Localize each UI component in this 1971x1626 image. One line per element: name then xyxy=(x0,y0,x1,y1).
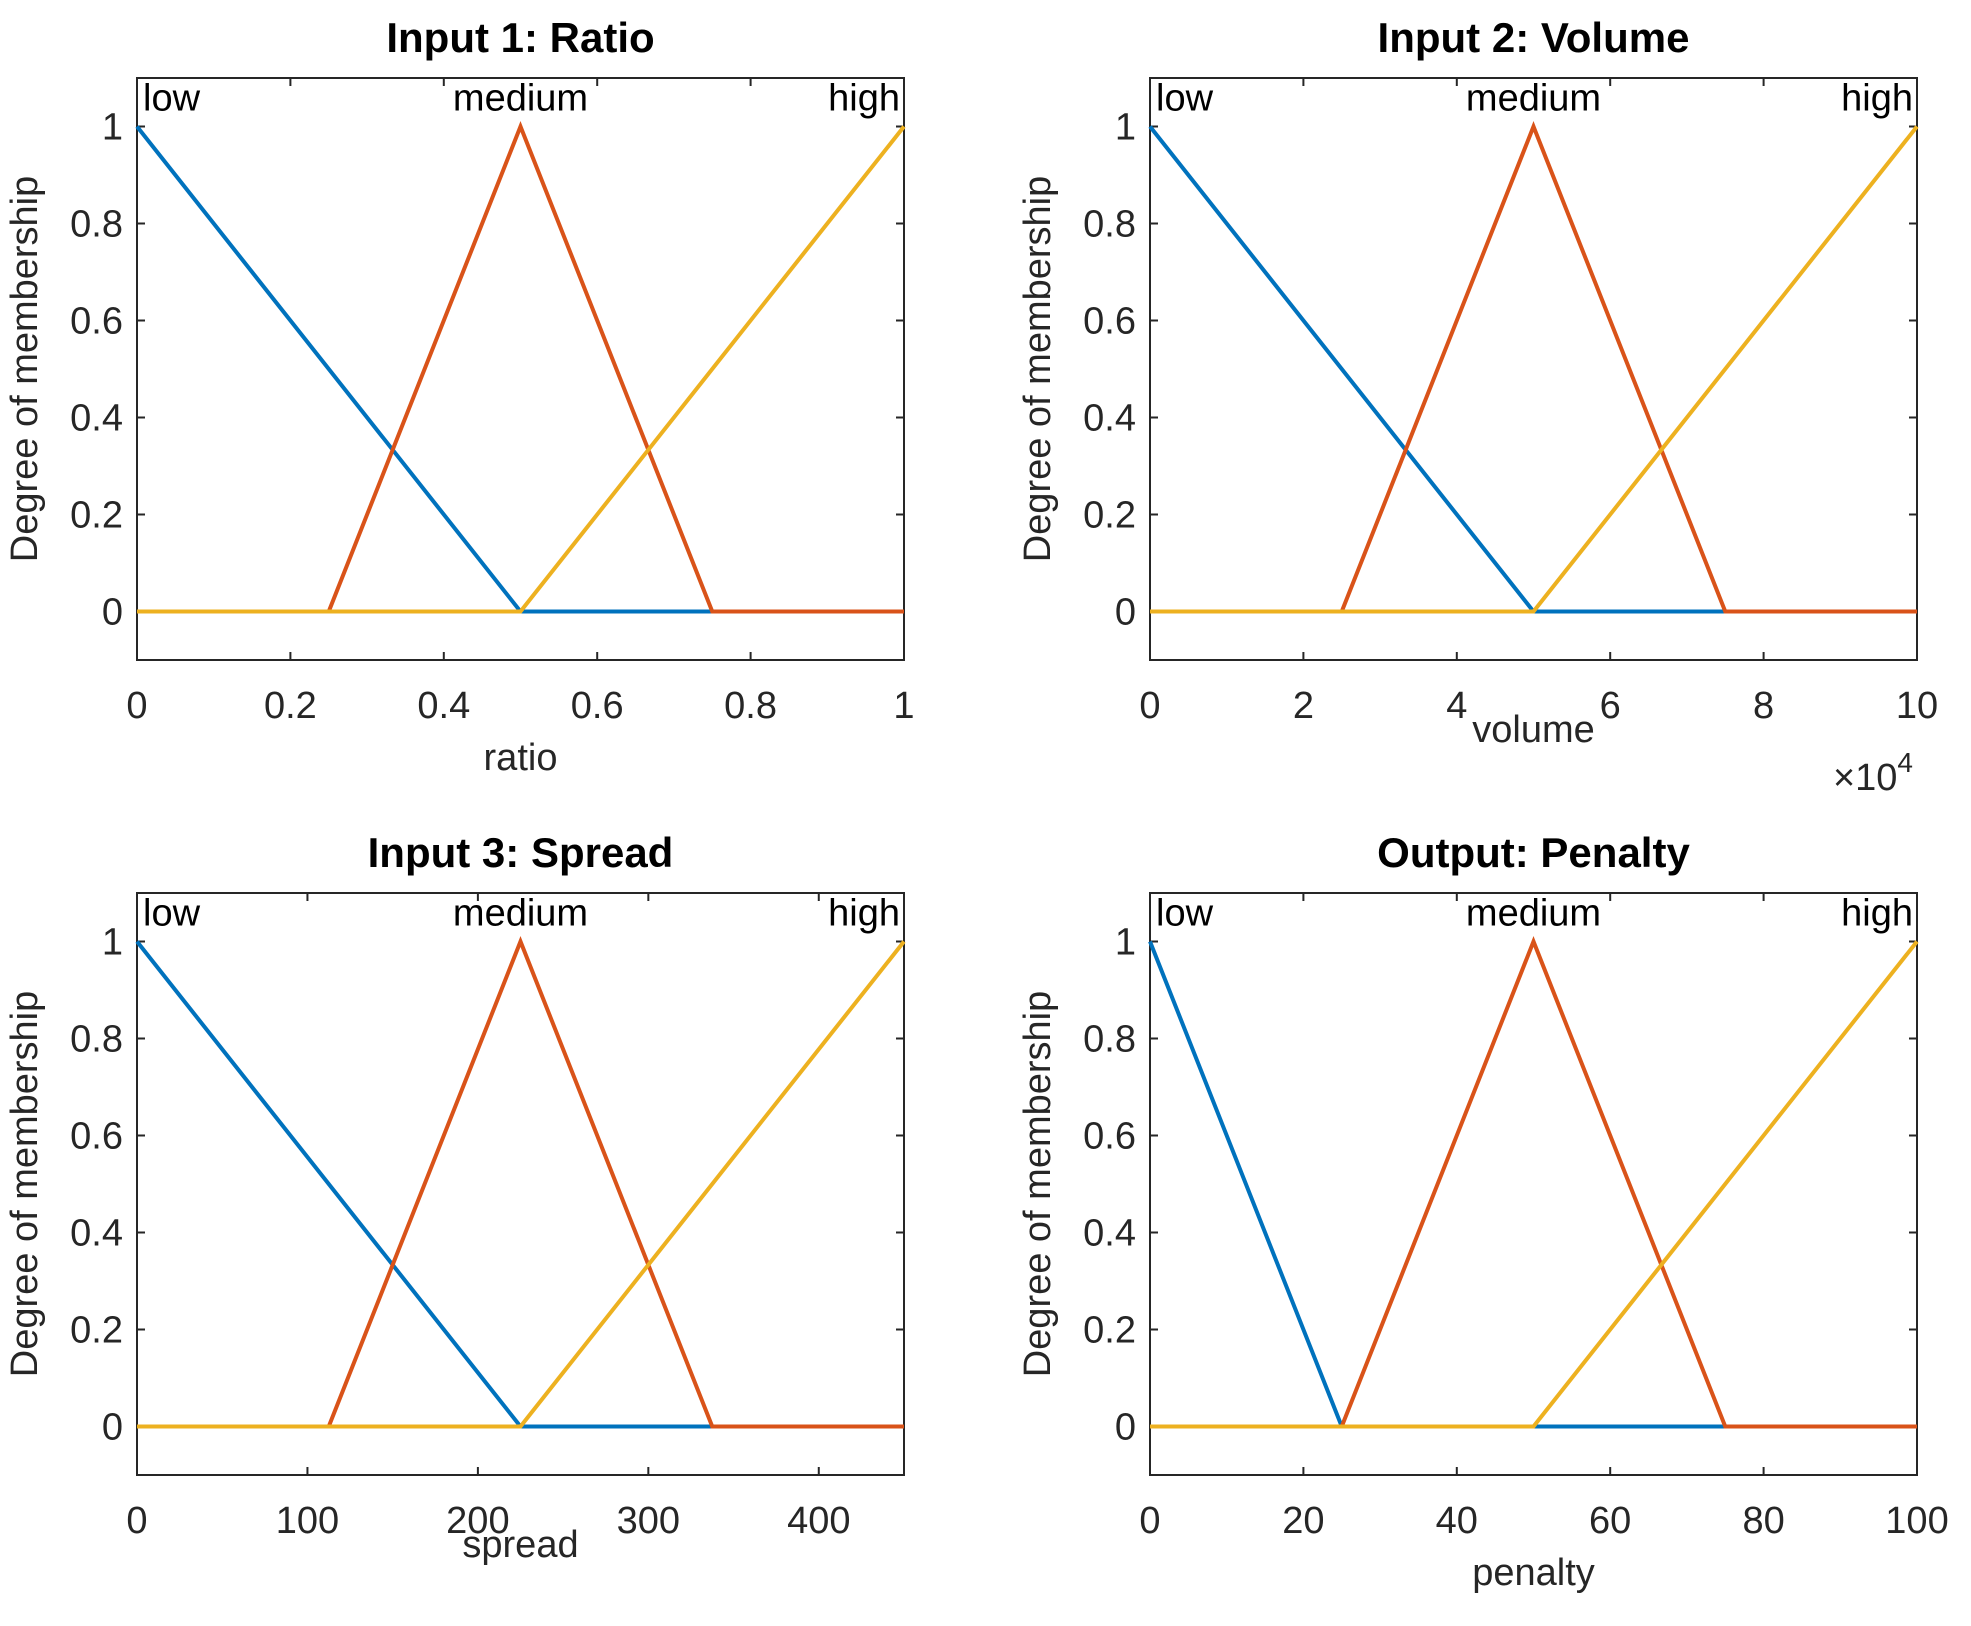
chart-title: Input 2: Volume xyxy=(1378,14,1690,61)
y-axis-label: Degree of membership xyxy=(1017,991,1059,1378)
x-tick-label: 0.6 xyxy=(571,685,624,727)
x-tick-label: 200 xyxy=(446,1500,509,1542)
y-tick-label: 0.4 xyxy=(70,1213,123,1255)
y-tick-label: 0 xyxy=(102,1407,123,1449)
mf-line-high xyxy=(1150,125,1919,614)
y-tick-label: 1 xyxy=(102,922,123,964)
y-tick-label: 0 xyxy=(1115,592,1136,634)
x-axis-label: volume xyxy=(1472,709,1595,751)
y-tick-label: 0.8 xyxy=(1083,204,1136,246)
chart-panel-1: 0 0.2 0.4 0.6 0.8 1 0 0.2 0.4 0.6 0.8 1 Input 1: Rat… xyxy=(4,14,915,779)
x-tick-label: 400 xyxy=(787,1500,850,1542)
mf-label-high: high xyxy=(828,78,900,120)
mf-label-medium: medium xyxy=(1466,893,1601,935)
y-tick-label: 0.2 xyxy=(1083,1310,1136,1352)
x-tick-label: 80 xyxy=(1742,1500,1784,1542)
x-tick-label: 8 xyxy=(1753,685,1774,727)
x-exponent-base: ×10 xyxy=(1833,757,1897,799)
chart-panel-3: 0 100 200 300 400 0 0.2 0.4 0.6 0.8 1 Input 3: Spre… xyxy=(4,829,906,1566)
mf-line-high xyxy=(137,125,906,614)
x-tick-label: 300 xyxy=(617,1500,680,1542)
x-tick-label: 10 xyxy=(1896,685,1938,727)
y-tick-label: 1 xyxy=(1115,107,1136,149)
plot-frame xyxy=(136,892,905,1476)
chart-title: Input 3: Spread xyxy=(368,829,674,876)
mf-label-medium: medium xyxy=(453,78,588,120)
mf-label-medium: medium xyxy=(1466,78,1601,120)
mf-label-high: high xyxy=(1841,893,1913,935)
plot-frame xyxy=(1149,77,1918,661)
y-tick-label: 0 xyxy=(102,592,123,634)
mf-line-high xyxy=(137,940,906,1429)
y-tick-label: 0.6 xyxy=(70,1116,123,1158)
chart-title: Output: Penalty xyxy=(1377,829,1690,876)
y-tick-label: 1 xyxy=(1115,922,1136,964)
mf-label-low: low xyxy=(1156,78,1214,120)
y-tick-label: 0.4 xyxy=(70,398,123,440)
x-tick-label: 20 xyxy=(1282,1500,1324,1542)
x-axis-label: ratio xyxy=(484,737,558,779)
plot-frame xyxy=(1149,892,1918,1476)
y-axis-label: Degree of membership xyxy=(1017,176,1059,563)
x-tick-label: 1 xyxy=(893,685,914,727)
x-tick-label: 4 xyxy=(1446,685,1467,727)
x-tick-label: 0 xyxy=(126,1500,147,1542)
plot-frame xyxy=(136,77,905,661)
y-tick-label: 0.2 xyxy=(70,1310,123,1352)
y-tick-label: 0.8 xyxy=(70,1019,123,1061)
y-tick-label: 0 xyxy=(1115,1407,1136,1449)
y-axis-label: Degree of membership xyxy=(4,991,46,1378)
x-exponent-label: ×104 xyxy=(1833,747,1913,799)
y-tick-label: 0.6 xyxy=(1083,1116,1136,1158)
y-tick-label: 0.2 xyxy=(70,495,123,537)
mf-label-medium: medium xyxy=(453,893,588,935)
mf-line-high xyxy=(1150,940,1919,1429)
y-tick-label: 0.2 xyxy=(1083,495,1136,537)
chart-panel-4: 0 20 40 60 80 100 0 0.2 0.4 0.6 0.8 1 Output: Penalt… xyxy=(1017,829,1949,1594)
x-tick-label: 6 xyxy=(1600,685,1621,727)
x-tick-label: 0.2 xyxy=(264,685,317,727)
x-tick-label: 0.4 xyxy=(417,685,470,727)
x-exponent-power: 4 xyxy=(1897,747,1913,778)
x-axis-label: spread xyxy=(462,1524,578,1566)
x-tick-label: 2 xyxy=(1293,685,1314,727)
x-tick-label: 0 xyxy=(1139,1500,1160,1542)
y-tick-label: 0.6 xyxy=(1083,301,1136,343)
y-tick-label: 0.6 xyxy=(70,301,123,343)
x-tick-label: 0 xyxy=(1139,685,1160,727)
x-tick-label: 40 xyxy=(1436,1500,1478,1542)
mf-label-high: high xyxy=(828,893,900,935)
x-tick-label: 60 xyxy=(1589,1500,1631,1542)
x-axis-label: penalty xyxy=(1472,1552,1595,1594)
mf-label-low: low xyxy=(1156,893,1214,935)
y-axis-label: Degree of membership xyxy=(4,176,46,563)
mf-label-low: low xyxy=(143,78,201,120)
y-tick-label: 0.4 xyxy=(1083,1213,1136,1255)
mf-label-high: high xyxy=(1841,78,1913,120)
x-tick-label: 0 xyxy=(126,685,147,727)
x-tick-label: 0.8 xyxy=(724,685,777,727)
chart-panel-2: 0 2 4 6 8 10 0 0.2 0.4 0.6 0.8 1 Input 2: Volume volu… xyxy=(1017,14,1938,799)
chart-title: Input 1: Ratio xyxy=(386,14,654,61)
y-tick-label: 1 xyxy=(102,107,123,149)
x-tick-label: 100 xyxy=(276,1500,339,1542)
y-tick-label: 0.8 xyxy=(70,204,123,246)
y-tick-label: 0.4 xyxy=(1083,398,1136,440)
mf-label-low: low xyxy=(143,893,201,935)
x-tick-label: 100 xyxy=(1885,1500,1948,1542)
y-tick-label: 0.8 xyxy=(1083,1019,1136,1061)
